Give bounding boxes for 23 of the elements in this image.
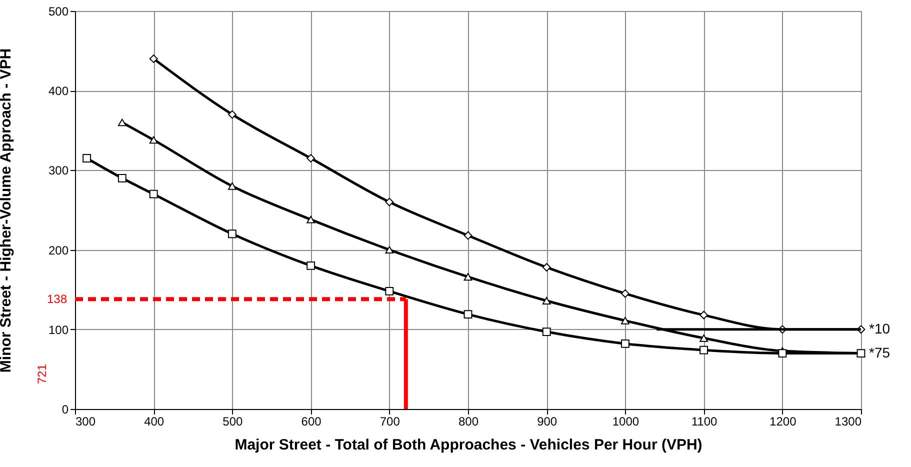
x-tick-label: 500 bbox=[222, 414, 244, 428]
x-tick-label: 1200 bbox=[770, 414, 797, 428]
y-tick-label: 300 bbox=[48, 164, 69, 178]
y-tick-label: 200 bbox=[48, 243, 69, 258]
text: 721 bbox=[35, 364, 49, 384]
x-tick-label: 1000 bbox=[612, 414, 640, 428]
x-tick-label: 900 bbox=[537, 414, 558, 428]
annotation: *10 bbox=[869, 320, 890, 336]
x-tick-label: 400 bbox=[144, 414, 164, 428]
x-tick-label: 1100 bbox=[691, 414, 718, 428]
text: 138 bbox=[46, 292, 68, 306]
x-tick-label: 800 bbox=[458, 414, 479, 428]
y-tick-label: 100 bbox=[48, 322, 69, 337]
y-tick-label: 0 bbox=[62, 402, 69, 416]
x-tick-label: 700 bbox=[380, 414, 400, 428]
x-tick-label: 1300 bbox=[834, 414, 862, 428]
x-axis-title: Major Street - Total of Both Approaches - Vehicles Per Hour (VPH) bbox=[234, 436, 702, 454]
y-tick-label: 500 bbox=[48, 4, 69, 18]
y-axis-title: Minor Street - Higher-Volume Approach - VPH bbox=[0, 48, 14, 373]
y-tick-label: 400 bbox=[48, 84, 69, 98]
x-tick-label: 300 bbox=[76, 414, 96, 428]
annotation: *75 bbox=[869, 344, 890, 360]
x-tick-label: 600 bbox=[301, 414, 322, 428]
